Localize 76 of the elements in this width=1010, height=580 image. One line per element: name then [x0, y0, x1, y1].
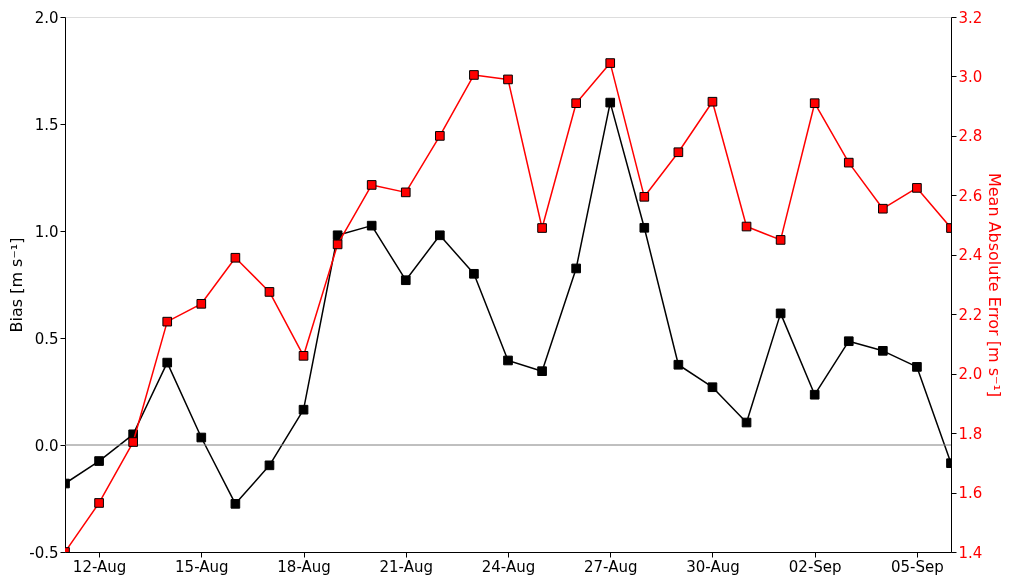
point	[707, 382, 718, 393]
point	[673, 359, 684, 370]
point	[128, 437, 138, 447]
point	[469, 70, 479, 80]
point	[809, 389, 820, 400]
point	[639, 191, 650, 202]
point	[775, 235, 786, 245]
point	[741, 221, 752, 232]
point	[366, 180, 377, 190]
point	[912, 362, 922, 372]
point	[843, 157, 854, 168]
y2-tick-label: 2.2	[958, 305, 983, 324]
point	[605, 58, 616, 68]
point	[741, 417, 752, 428]
y-axis-title: Bias [m s⁻¹]	[7, 237, 27, 333]
x-tick-label: 15-Aug	[175, 557, 229, 576]
point	[707, 96, 718, 107]
point	[503, 74, 513, 85]
point	[162, 316, 173, 327]
point	[843, 336, 854, 347]
point	[605, 97, 616, 108]
point	[639, 222, 650, 233]
y2-tick-label: 2.6	[958, 186, 983, 205]
x-tick-label: 30-Aug	[686, 557, 740, 576]
point	[878, 203, 888, 214]
point	[571, 98, 581, 109]
y2-tick-label: 1.6	[958, 484, 983, 503]
y2-axis-title: Mean Absolute Error [m s⁻¹]	[985, 172, 1005, 398]
x-tick-label: 02-Sep	[788, 557, 842, 576]
y-tick-label: -0.5	[29, 543, 59, 562]
y2-tick-label: 3.2	[958, 8, 983, 27]
point	[809, 98, 820, 109]
x-tick-label: 21-Aug	[379, 557, 433, 576]
point	[264, 287, 275, 297]
point	[571, 263, 581, 274]
x-tick-label: 18-Aug	[277, 557, 331, 576]
point	[435, 131, 445, 141]
y-tick-label: 2.0	[34, 8, 59, 27]
point	[94, 498, 104, 508]
point	[196, 432, 207, 443]
x-tick-label: 05-Sep	[891, 557, 944, 576]
point	[298, 351, 309, 361]
point	[332, 239, 343, 250]
point	[537, 366, 547, 376]
point	[912, 183, 922, 193]
point	[332, 230, 343, 241]
y2-tick-label: 1.4	[958, 543, 983, 562]
point	[264, 460, 275, 471]
point	[162, 357, 173, 368]
y-tick-label: 0.5	[34, 329, 59, 348]
point	[673, 147, 684, 158]
point	[537, 223, 547, 233]
y2-tick-label: 2.0	[958, 365, 983, 384]
y2-tick-label: 2.4	[958, 246, 983, 265]
y-tick-label: 1.5	[34, 115, 59, 134]
point	[400, 187, 411, 198]
y2-tick-label: 3.0	[958, 67, 983, 86]
point	[196, 298, 207, 309]
x-tick-label: 27-Aug	[584, 557, 638, 576]
point	[230, 499, 241, 509]
point	[435, 230, 445, 241]
point	[230, 252, 241, 263]
point	[400, 275, 411, 286]
y2-tick-label: 1.8	[958, 424, 983, 443]
point	[469, 268, 479, 279]
x-tick-label: 12-Aug	[72, 557, 127, 576]
point	[298, 404, 309, 415]
point	[366, 220, 377, 231]
y2-tick-label: 2.8	[958, 127, 983, 146]
y-tick-label: 0.0	[34, 436, 59, 455]
point	[878, 346, 888, 356]
point	[503, 355, 513, 366]
x-tick-label: 24-Aug	[481, 557, 536, 576]
point	[775, 308, 786, 319]
y-tick-label: 1.0	[34, 222, 59, 241]
point	[94, 456, 104, 466]
